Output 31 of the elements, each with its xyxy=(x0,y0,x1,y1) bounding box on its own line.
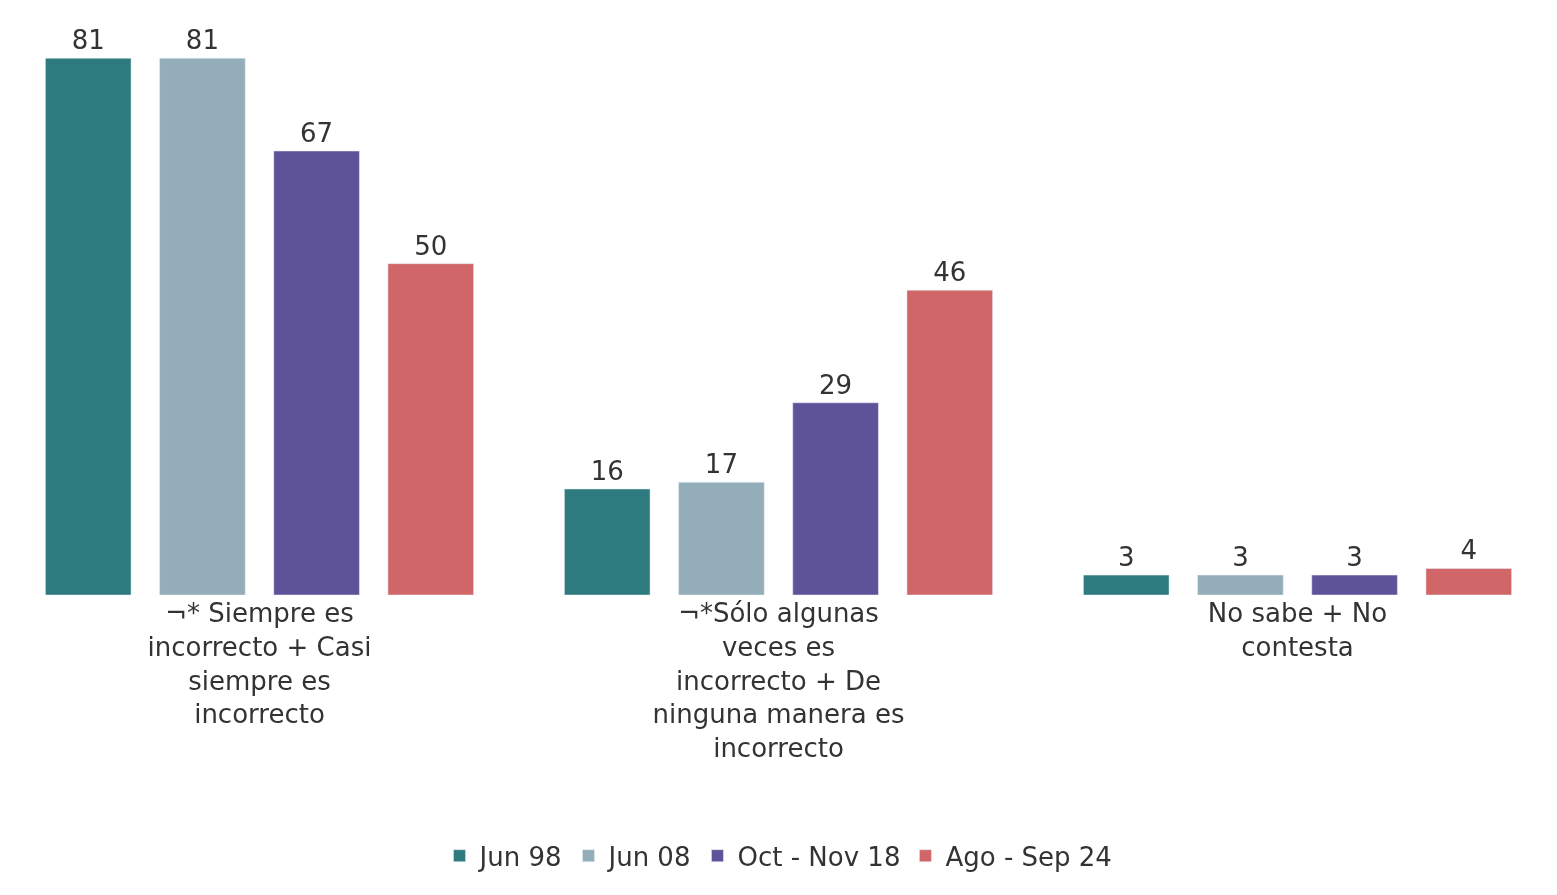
x-tick-label: ¬* Siempre es incorrecto + Casi siempre es incorrecto xyxy=(147,598,372,730)
data-label: 46 xyxy=(933,257,967,288)
data-label: 29 xyxy=(819,369,853,400)
bar xyxy=(273,150,360,595)
data-label: 81 xyxy=(71,25,105,56)
data-label: 67 xyxy=(300,118,334,149)
data-label: 16 xyxy=(590,455,624,486)
bar xyxy=(387,263,474,595)
bar xyxy=(906,289,993,595)
legend-label: Ago - Sep 24 xyxy=(945,841,1112,872)
bar xyxy=(159,58,246,595)
data-label: 3 xyxy=(1346,542,1363,573)
x-tick-label: No sabe + No contesta xyxy=(1207,598,1388,662)
x-tick-label: ¬*Sólo algunas veces es incorrecto + De ninguna manera es incorrecto xyxy=(652,598,905,764)
data-label: 3 xyxy=(1232,542,1249,573)
data-label: 50 xyxy=(414,230,448,261)
data-label: 4 xyxy=(1460,535,1478,566)
legend-label: Jun 08 xyxy=(606,841,691,872)
legend-label: Oct - Nov 18 xyxy=(737,841,901,872)
bar xyxy=(678,482,765,595)
bar xyxy=(792,402,879,595)
bar xyxy=(1425,568,1512,595)
bar xyxy=(1083,574,1170,595)
bar xyxy=(45,58,132,595)
data-label: 17 xyxy=(704,449,738,480)
bar xyxy=(1197,574,1284,595)
bar xyxy=(564,488,651,595)
bar xyxy=(1311,574,1398,595)
data-label: 81 xyxy=(185,25,219,56)
data-label: 3 xyxy=(1117,542,1135,573)
legend-label: Jun 98 xyxy=(477,841,562,872)
